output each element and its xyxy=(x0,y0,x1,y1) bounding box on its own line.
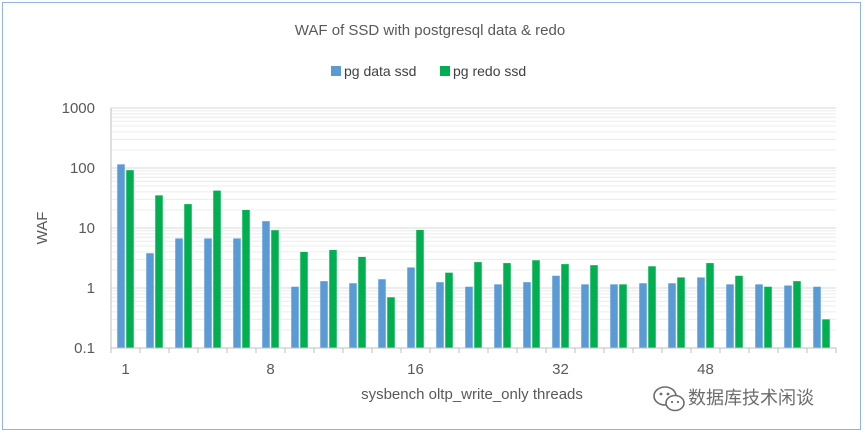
bar-pg-redo-ssd-9 xyxy=(358,256,366,348)
bar-pg-data-ssd-10 xyxy=(378,279,386,348)
bar-pg-redo-ssd-15 xyxy=(532,260,540,348)
x-tick-label: 48 xyxy=(697,361,714,378)
bar-pg-redo-ssd-20 xyxy=(677,277,685,348)
axes xyxy=(110,108,837,353)
bar-pg-data-ssd-1 xyxy=(117,164,125,348)
watermark-text: 数据库技术闲谈 xyxy=(688,388,814,409)
bar-pg-redo-ssd-2 xyxy=(155,195,163,348)
bar-pg-redo-ssd-7 xyxy=(300,251,308,348)
bar-pg-redo-ssd-11 xyxy=(416,229,424,348)
x-tick-label: 32 xyxy=(552,361,569,378)
bar-pg-data-ssd-23 xyxy=(755,284,763,348)
bar-pg-redo-ssd-22 xyxy=(735,275,743,348)
bar-pg-redo-ssd-23 xyxy=(764,286,772,348)
bar-pg-data-ssd-22 xyxy=(726,284,734,348)
bar-pg-data-ssd-15 xyxy=(523,282,531,348)
bar-pg-data-ssd-18 xyxy=(610,284,618,348)
chart-title: WAF of SSD with postgresql data & redo xyxy=(295,22,565,39)
x-tick-label: 1 xyxy=(121,361,129,378)
bar-pg-redo-ssd-17 xyxy=(590,265,598,348)
bar-pg-redo-ssd-1 xyxy=(126,170,134,348)
bar-pg-data-ssd-5 xyxy=(233,238,241,348)
bar-pg-data-ssd-19 xyxy=(639,283,647,348)
bar-pg-redo-ssd-5 xyxy=(242,209,250,348)
bar-pg-data-ssd-4 xyxy=(204,238,212,348)
chart-frame xyxy=(2,2,861,430)
legend-label-pg-data-ssd: pg data ssd xyxy=(344,63,416,79)
bar-pg-data-ssd-12 xyxy=(436,282,444,348)
bar-pg-data-ssd-14 xyxy=(494,284,502,348)
watermark: 数据库技术闲谈 xyxy=(653,386,814,412)
bar-pg-redo-ssd-21 xyxy=(706,263,714,348)
bar-pg-data-ssd-13 xyxy=(465,286,473,348)
x-tick-label: 8 xyxy=(266,361,274,378)
y-tick-label: 0.1 xyxy=(74,340,95,357)
y-tick-label: 100 xyxy=(70,160,95,177)
bar-pg-data-ssd-21 xyxy=(697,277,705,348)
bars xyxy=(117,164,830,348)
bar-pg-data-ssd-6 xyxy=(262,221,270,348)
bar-pg-data-ssd-7 xyxy=(291,286,299,348)
bar-pg-data-ssd-8 xyxy=(320,281,328,348)
bar-pg-data-ssd-17 xyxy=(581,284,589,348)
bar-pg-redo-ssd-19 xyxy=(648,266,656,348)
bar-pg-redo-ssd-4 xyxy=(213,190,221,348)
x-axis-title: sysbench oltp_write_only threads xyxy=(361,386,583,403)
bar-pg-redo-ssd-13 xyxy=(474,262,482,348)
y-tick-label: 1 xyxy=(87,280,95,297)
legend-label-pg-redo-ssd: pg redo ssd xyxy=(453,63,526,79)
bar-pg-redo-ssd-14 xyxy=(503,263,511,348)
bar-pg-data-ssd-20 xyxy=(668,283,676,348)
wechat-icon xyxy=(653,386,685,412)
x-tick-labels: 1 8 16 32 48 xyxy=(121,361,714,378)
bar-pg-data-ssd-24 xyxy=(784,285,792,348)
bar-pg-redo-ssd-10 xyxy=(387,297,395,348)
bar-pg-redo-ssd-3 xyxy=(184,204,192,348)
y-tick-labels: 1000 100 10 1 0.1 xyxy=(62,100,95,357)
y-tick-label: 1000 xyxy=(62,100,95,117)
x-tick-label: 16 xyxy=(407,361,424,378)
bar-pg-redo-ssd-24 xyxy=(793,281,801,348)
bar-pg-data-ssd-11 xyxy=(407,267,415,348)
bar-pg-redo-ssd-25 xyxy=(822,319,830,348)
bar-pg-redo-ssd-16 xyxy=(561,264,569,348)
legend-swatch-pg-redo-ssd xyxy=(440,66,450,76)
bar-pg-data-ssd-9 xyxy=(349,283,357,348)
bar-pg-data-ssd-16 xyxy=(552,275,560,348)
y-tick-label: 10 xyxy=(78,220,95,237)
y-axis-title: WAF xyxy=(34,212,51,245)
bar-pg-redo-ssd-8 xyxy=(329,249,337,348)
legend: pg data ssd pg redo ssd xyxy=(331,63,526,79)
bar-pg-data-ssd-25 xyxy=(813,286,821,348)
bar-pg-redo-ssd-6 xyxy=(271,230,279,348)
bar-pg-data-ssd-3 xyxy=(175,238,183,348)
bar-pg-redo-ssd-12 xyxy=(445,272,453,348)
bar-pg-redo-ssd-18 xyxy=(619,284,627,348)
bar-pg-data-ssd-2 xyxy=(146,253,154,348)
legend-swatch-pg-data-ssd xyxy=(331,66,341,76)
